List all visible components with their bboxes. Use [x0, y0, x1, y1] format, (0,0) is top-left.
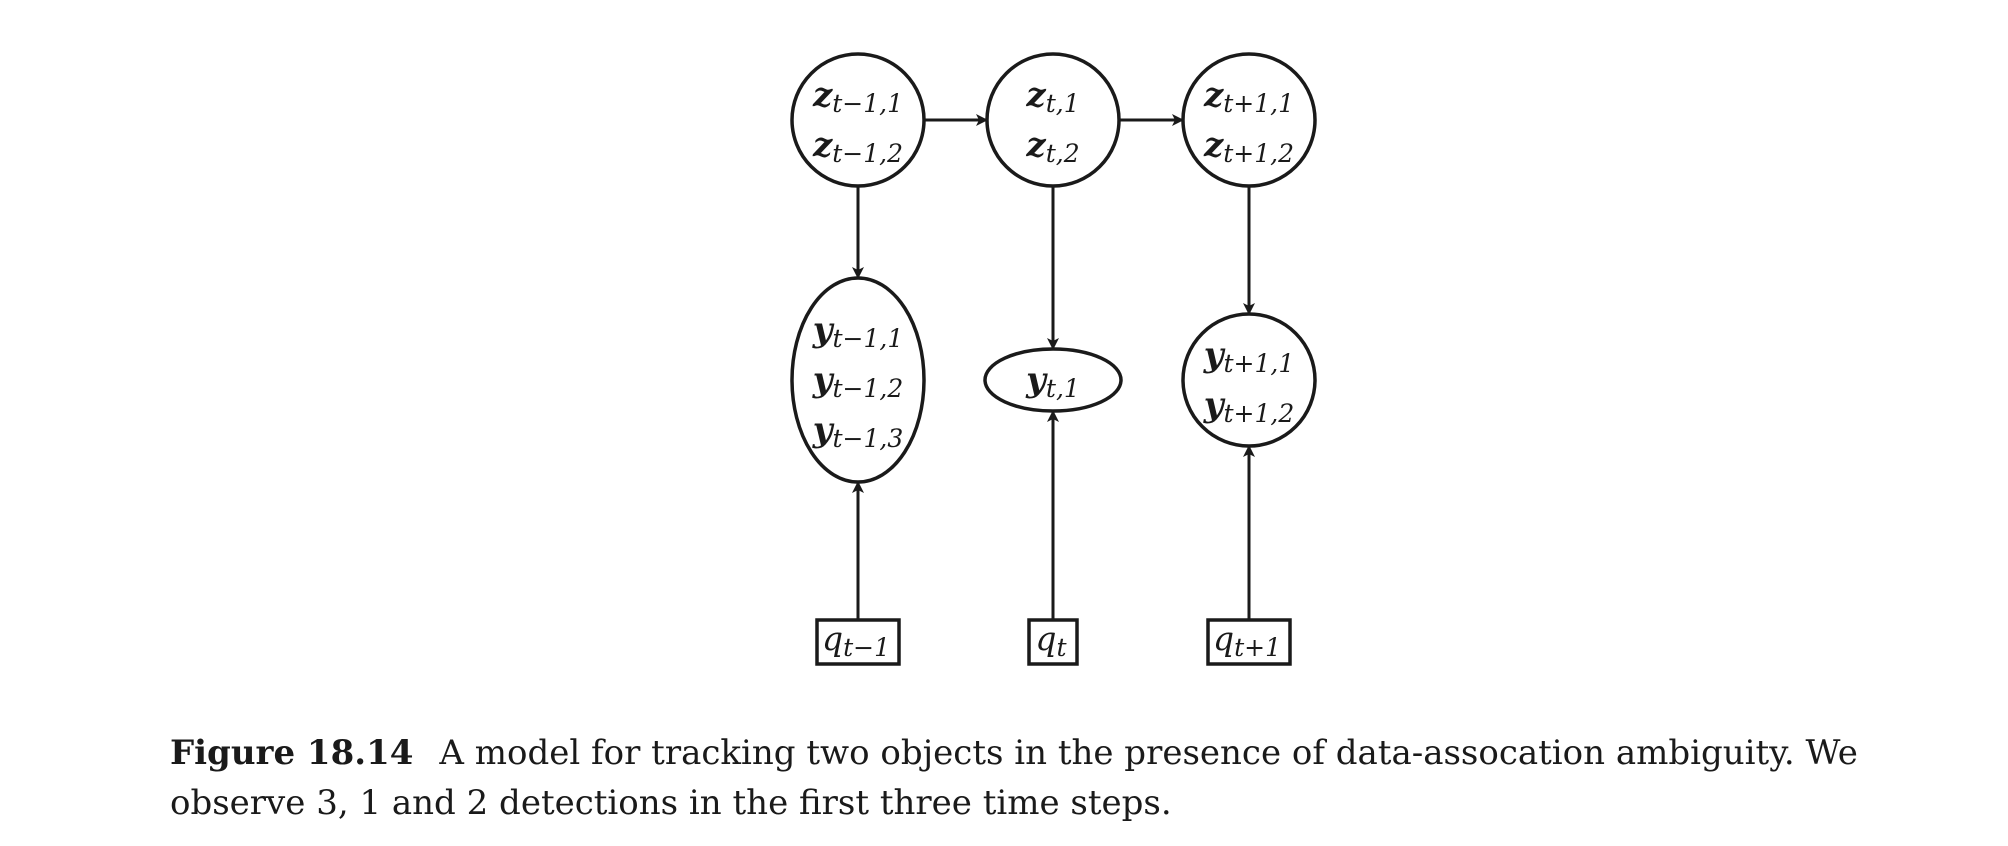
figure-label: Figure 18.14 — [170, 733, 414, 773]
node-label: yt+1,1 — [1203, 335, 1295, 378]
node-label: zt+1,1 — [1203, 75, 1294, 118]
latent-node-shape — [985, 52, 1121, 188]
node-label: qt−1 — [822, 619, 890, 662]
count-node-q_tm1: qt−1 — [815, 618, 901, 666]
node-label: zt,2 — [1025, 125, 1079, 168]
observed-node-y_t: yt,1 — [983, 347, 1123, 413]
count-box-shape — [815, 618, 901, 666]
node-label: yt+1,2 — [1203, 385, 1295, 428]
count-box-shape — [1027, 618, 1079, 666]
observed-node-shape — [1181, 312, 1317, 448]
count-box-shape — [1206, 618, 1292, 666]
node-label: zt−1,2 — [812, 125, 903, 168]
node-label: qt — [1035, 619, 1067, 662]
latent-node-shape — [1181, 52, 1317, 188]
nodes-layer: zt−1,1zt−1,2zt,1zt,2zt+1,1zt+1,2yt−1,1yt… — [790, 52, 1317, 666]
observed-node-y_tp1: yt+1,1 yt+1,2 — [1181, 312, 1317, 448]
node-label: yt−1,1 — [812, 310, 904, 353]
node-label: zt,1 — [1025, 75, 1079, 118]
figure-caption: Figure 18.14 A model for tracking two obj… — [170, 728, 1900, 828]
latent-node-z_tm1: zt−1,1 zt−1,2 — [790, 52, 926, 188]
count-node-q_t: qt — [1027, 618, 1079, 666]
node-label: yt−1,2 — [812, 360, 904, 403]
observed-node-y_tm1: yt−1,1 yt−1,2 yt−1,3 — [790, 276, 926, 484]
latent-node-z_tp1: zt+1,1 zt+1,2 — [1181, 52, 1317, 188]
graphical-model-diagram: zt−1,1zt−1,2zt,1zt,2zt+1,1zt+1,2yt−1,1yt… — [790, 52, 1317, 666]
node-label: zt+1,2 — [1203, 125, 1294, 168]
count-node-q_tp1: qt+1 — [1206, 618, 1292, 666]
node-label: yt−1,3 — [812, 410, 904, 453]
node-label: yt,1 — [1025, 360, 1080, 403]
edges-layer — [852, 114, 1255, 620]
observed-node-shape — [983, 347, 1123, 413]
latent-node-z_t: zt,1 zt,2 — [985, 52, 1121, 188]
node-label: zt−1,1 — [812, 75, 903, 118]
observed-node-shape — [790, 276, 926, 484]
caption-text: A model for tracking two objects in the … — [170, 733, 1858, 823]
node-label: qt+1 — [1213, 619, 1281, 662]
latent-node-shape — [790, 52, 926, 188]
